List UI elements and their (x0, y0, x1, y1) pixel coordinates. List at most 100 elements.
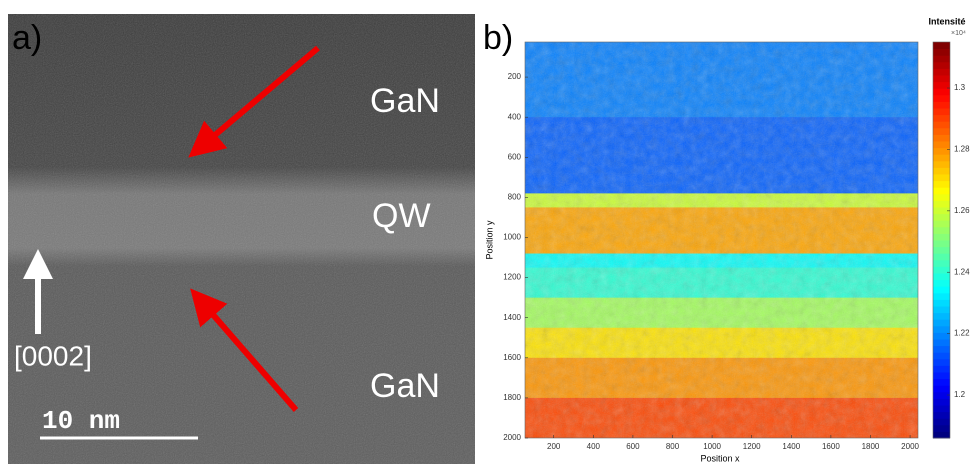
colorbar-segment (933, 306, 950, 314)
panel-a: a) GaN QW GaN [0002] 10 nm (8, 14, 475, 464)
x-tick-label: 2000 (901, 442, 919, 451)
x-tick-label: 1800 (862, 442, 880, 451)
x-tick-label: 1600 (822, 442, 840, 451)
colorbar-segment (933, 141, 950, 149)
colorbar-segment (933, 55, 950, 63)
arrow (190, 288, 299, 412)
colorbar-segment (933, 226, 950, 234)
layer-label: GaN (370, 367, 440, 405)
x-axis-label: Position x (700, 453, 740, 463)
colorbar-segment (933, 279, 950, 287)
colorbar-tick-label: 1.26 (954, 206, 970, 215)
heatmap (525, 42, 918, 438)
arrow (188, 45, 320, 158)
colorbar-segment (933, 424, 950, 432)
colorbar-segment (933, 154, 950, 162)
colorbar-segment (933, 240, 950, 248)
x-tick-label: 200 (547, 442, 561, 451)
y-axis-label: Position y (484, 220, 494, 260)
colorbar-segment (933, 259, 950, 267)
colorbar-segment (933, 81, 950, 89)
colorbar-segment (933, 233, 950, 241)
colorbar-segment (933, 398, 950, 406)
colorbar-segment (933, 180, 950, 188)
colorbar-segment (933, 431, 950, 439)
colorbar-segment (933, 108, 950, 116)
colorbar-segment (933, 213, 950, 221)
colorbar-segment (933, 246, 950, 254)
y-tick-label: 1000 (503, 233, 521, 242)
colorbar-segment (933, 147, 950, 155)
colorbar-segment (933, 187, 950, 195)
colorbar-segment (933, 88, 950, 96)
colorbar-segment (933, 391, 950, 399)
colorbar-segment (933, 273, 950, 281)
colorbar-segment (933, 101, 950, 109)
x-tick-label: 600 (626, 442, 640, 451)
colorbar-segment (933, 42, 950, 50)
colorbar-segment (933, 325, 950, 333)
panel-label: a) (12, 19, 42, 57)
y-tick-label: 400 (508, 112, 522, 121)
colorbar-frame (932, 41, 951, 439)
colorbar-segment (933, 372, 950, 380)
colorbar-segment (933, 319, 950, 327)
y-tick-label: 1400 (503, 313, 521, 322)
y-tick-label: 1200 (503, 273, 521, 282)
panel-label: b) (483, 19, 513, 57)
y-tick-label: 1800 (503, 393, 521, 402)
plot-frame (524, 41, 919, 439)
colorbar-segment (933, 220, 950, 228)
direction-label: [0002] (14, 340, 92, 371)
panel-b: b) Position y Position x Intensité ×10⁴ … (483, 16, 970, 463)
colorbar-segment (933, 411, 950, 419)
colorbar-segment (933, 48, 950, 56)
tem-texture (8, 14, 475, 464)
colorbar-exponent: ×10⁴ (951, 30, 966, 37)
colorbar-segment (933, 94, 950, 102)
colorbar-segment (933, 418, 950, 426)
colorbar-segment (933, 292, 950, 300)
heatmap-texture (525, 42, 918, 438)
colorbar-segment (933, 365, 950, 373)
colorbar-segment (933, 312, 950, 320)
colorbar-segment (933, 114, 950, 122)
colorbar-segment (933, 75, 950, 83)
colorbar-segment (933, 339, 950, 347)
colorbar-tick-label: 1.24 (954, 267, 970, 276)
colorbar-segment (933, 299, 950, 307)
layer-label: GaN (370, 82, 440, 120)
colorbar-segment (933, 193, 950, 201)
colorbar-label: Intensité (928, 16, 965, 26)
colorbar-segment (933, 266, 950, 274)
colorbar-segment (933, 405, 950, 413)
colorbar-segment (933, 134, 950, 142)
y-tick-label: 2000 (503, 433, 521, 442)
colorbar-segment (933, 378, 950, 386)
x-tick-label: 1200 (743, 442, 761, 451)
colorbar-segment (933, 345, 950, 353)
layer-label: QW (372, 197, 431, 235)
x-tick-label: 400 (587, 442, 601, 451)
scale-bar-label: 10 nm (42, 406, 120, 436)
colorbar-segment (933, 167, 950, 175)
colorbar-segment (933, 332, 950, 340)
y-tick-label: 600 (508, 152, 522, 161)
colorbar-segment (933, 286, 950, 294)
colorbar-segment (933, 207, 950, 215)
colorbar-segment (933, 61, 950, 69)
colorbar-segment (933, 127, 950, 135)
colorbar-segment (933, 68, 950, 76)
colorbar-segment (933, 200, 950, 208)
colorbar-segment (933, 358, 950, 366)
y-tick-label: 1600 (503, 353, 521, 362)
colorbar-tick-label: 1.3 (954, 83, 966, 92)
colorbar-segment (933, 174, 950, 182)
y-tick-label: 200 (508, 72, 522, 81)
colorbar-segment (933, 121, 950, 129)
colorbar-tick-label: 1.22 (954, 329, 970, 338)
colorbar-tick-label: 1.2 (954, 390, 966, 399)
colorbar-segment (933, 352, 950, 360)
colorbar-segment (933, 385, 950, 393)
